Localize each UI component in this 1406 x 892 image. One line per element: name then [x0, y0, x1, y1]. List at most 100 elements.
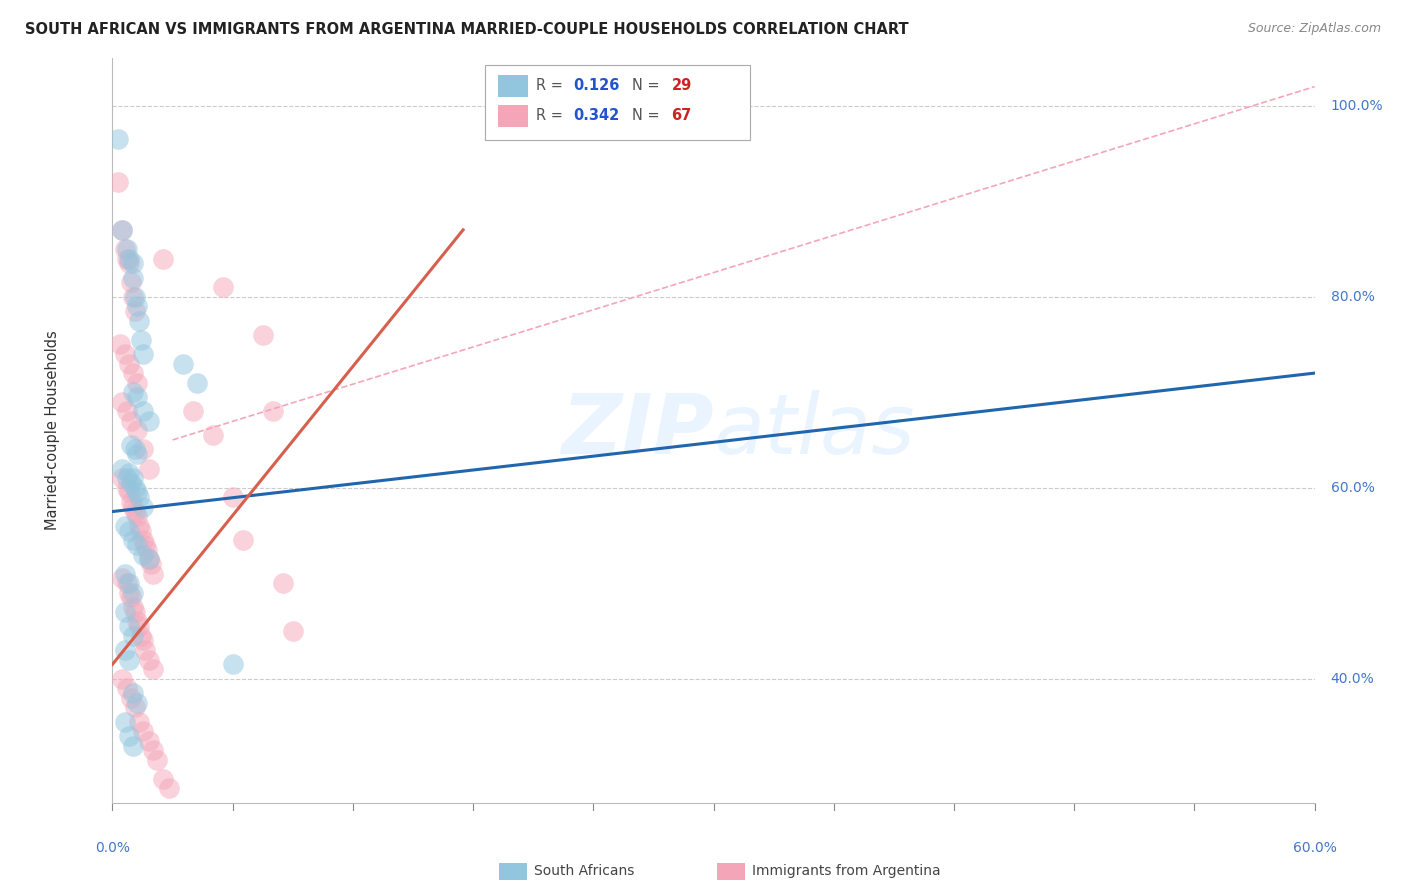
Text: 100.0%: 100.0% — [1330, 99, 1384, 112]
Point — [121, 533, 143, 548]
Point — [117, 652, 139, 666]
Point — [121, 686, 143, 700]
FancyBboxPatch shape — [498, 105, 529, 128]
Point — [111, 461, 134, 475]
Point — [121, 385, 143, 400]
Point — [125, 509, 148, 524]
Point — [111, 394, 134, 409]
Point — [111, 471, 134, 485]
Point — [120, 475, 142, 490]
Point — [131, 347, 153, 361]
Point — [124, 304, 146, 318]
Point — [120, 276, 142, 290]
Text: South Africans: South Africans — [534, 864, 634, 879]
Text: Immigrants from Argentina: Immigrants from Argentina — [752, 864, 941, 879]
Point — [138, 414, 160, 428]
Point — [128, 313, 150, 327]
Point — [124, 481, 146, 495]
Point — [117, 252, 139, 266]
Text: 29: 29 — [672, 78, 692, 93]
Point — [131, 533, 153, 548]
Point — [152, 772, 174, 786]
Point — [181, 404, 204, 418]
Point — [131, 500, 153, 514]
Point — [222, 657, 245, 672]
Point — [131, 442, 153, 457]
Point — [125, 485, 148, 500]
Point — [115, 681, 138, 696]
Point — [121, 585, 143, 599]
Point — [138, 652, 160, 666]
Text: N =: N = — [631, 108, 664, 123]
Point — [117, 524, 139, 538]
Point — [110, 337, 132, 351]
Point — [145, 753, 167, 767]
Point — [121, 366, 143, 380]
Point — [117, 576, 139, 591]
Point — [121, 629, 143, 643]
Point — [157, 781, 180, 796]
Point — [120, 414, 142, 428]
Point — [262, 404, 284, 418]
Point — [114, 605, 136, 619]
Point — [121, 256, 143, 270]
Point — [124, 290, 146, 304]
Point — [128, 519, 150, 533]
Point — [211, 280, 233, 294]
Point — [117, 585, 139, 599]
Point — [117, 619, 139, 633]
Text: ZIP: ZIP — [561, 390, 713, 471]
Point — [139, 557, 162, 571]
Point — [115, 576, 138, 591]
Point — [152, 252, 174, 266]
Point — [111, 672, 134, 686]
Point — [124, 442, 146, 457]
Point — [111, 223, 134, 237]
Point — [125, 696, 148, 710]
Point — [131, 548, 153, 562]
Point — [128, 714, 150, 729]
Point — [114, 519, 136, 533]
Point — [134, 538, 156, 552]
Point — [120, 495, 142, 509]
Point — [114, 714, 136, 729]
Point — [117, 357, 139, 371]
Point — [117, 467, 139, 481]
Point — [128, 490, 150, 504]
Point — [281, 624, 304, 638]
Point — [120, 438, 142, 452]
Point — [131, 633, 153, 648]
Point — [114, 566, 136, 581]
Point — [120, 690, 142, 705]
Point — [115, 242, 138, 256]
Point — [115, 471, 138, 485]
Point — [107, 132, 129, 146]
Text: SOUTH AFRICAN VS IMMIGRANTS FROM ARGENTINA MARRIED-COUPLE HOUSEHOLDS CORRELATION: SOUTH AFRICAN VS IMMIGRANTS FROM ARGENTI… — [25, 22, 908, 37]
Point — [138, 461, 160, 475]
Point — [129, 524, 152, 538]
FancyBboxPatch shape — [485, 65, 749, 140]
Text: 60.0%: 60.0% — [1292, 841, 1337, 855]
Point — [121, 270, 143, 285]
Point — [115, 404, 138, 418]
Text: atlas: atlas — [713, 390, 915, 471]
Point — [129, 333, 152, 347]
Point — [134, 643, 156, 657]
Point — [111, 571, 134, 585]
Point — [115, 252, 138, 266]
Point — [125, 538, 148, 552]
Point — [131, 724, 153, 739]
Point — [252, 327, 274, 342]
Point — [114, 347, 136, 361]
Point — [125, 390, 148, 404]
Point — [138, 733, 160, 747]
Point — [232, 533, 254, 548]
Text: 60.0%: 60.0% — [1330, 481, 1375, 495]
Point — [124, 504, 146, 518]
Point — [129, 629, 152, 643]
Point — [186, 376, 208, 390]
Text: 0.0%: 0.0% — [96, 841, 129, 855]
Point — [125, 615, 148, 629]
Point — [138, 552, 160, 566]
Point — [124, 605, 146, 619]
